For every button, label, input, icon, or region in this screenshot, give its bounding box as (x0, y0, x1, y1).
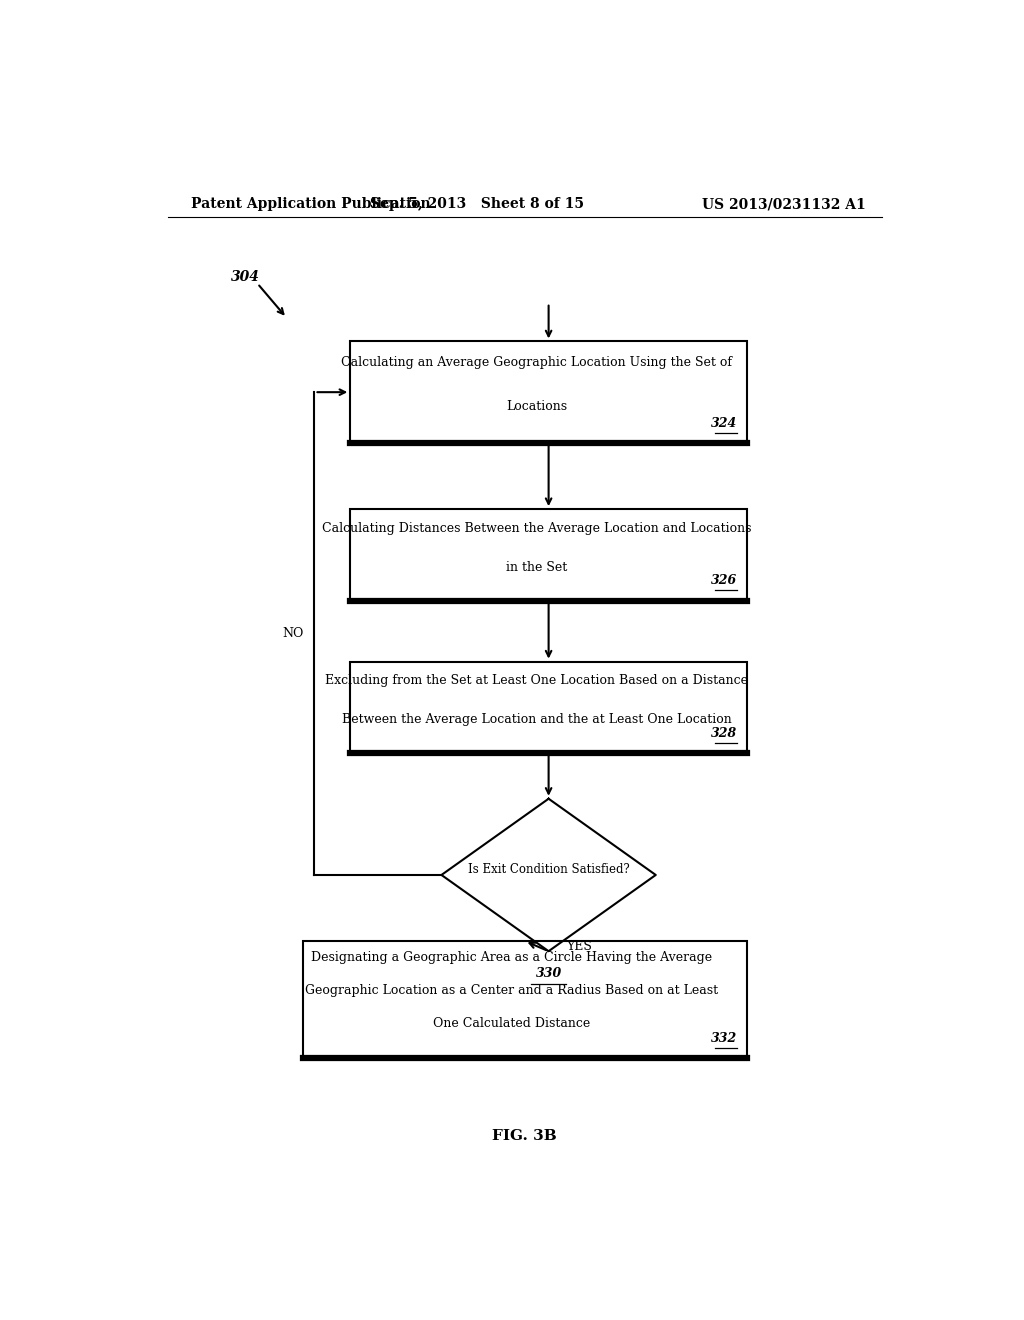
Text: Geographic Location as a Center and a Radius Based on at Least: Geographic Location as a Center and a Ra… (305, 985, 718, 997)
Text: Between the Average Location and the at Least One Location: Between the Average Location and the at … (342, 713, 731, 726)
Text: US 2013/0231132 A1: US 2013/0231132 A1 (702, 197, 866, 211)
Text: in the Set: in the Set (506, 561, 567, 574)
Bar (350, 661, 748, 752)
Text: NO: NO (283, 627, 304, 640)
Text: 328: 328 (712, 727, 737, 739)
Text: Excluding from the Set at Least One Location Based on a Distance: Excluding from the Set at Least One Loca… (326, 675, 749, 688)
Text: 326: 326 (712, 574, 737, 587)
Text: One Calculated Distance: One Calculated Distance (433, 1018, 590, 1031)
Text: Locations: Locations (506, 400, 567, 413)
Text: YES: YES (566, 940, 592, 953)
Text: Designating a Geographic Area as a Circle Having the Average: Designating a Geographic Area as a Circl… (311, 952, 712, 964)
Text: 324: 324 (712, 417, 737, 430)
Text: 330: 330 (536, 968, 562, 981)
Text: 332: 332 (712, 1032, 737, 1044)
Bar (350, 342, 748, 444)
Bar (303, 941, 748, 1057)
Text: Is Exit Condition Satisfied?: Is Exit Condition Satisfied? (468, 863, 630, 876)
Text: Calculating Distances Between the Average Location and Locations: Calculating Distances Between the Averag… (322, 521, 752, 535)
Bar (350, 510, 748, 601)
Text: 304: 304 (231, 271, 260, 284)
Text: Patent Application Publication: Patent Application Publication (191, 197, 431, 211)
Text: FIG. 3B: FIG. 3B (493, 1129, 557, 1143)
Text: Calculating an Average Geographic Location Using the Set of: Calculating an Average Geographic Locati… (341, 356, 732, 370)
Text: Sep. 5, 2013   Sheet 8 of 15: Sep. 5, 2013 Sheet 8 of 15 (371, 197, 584, 211)
